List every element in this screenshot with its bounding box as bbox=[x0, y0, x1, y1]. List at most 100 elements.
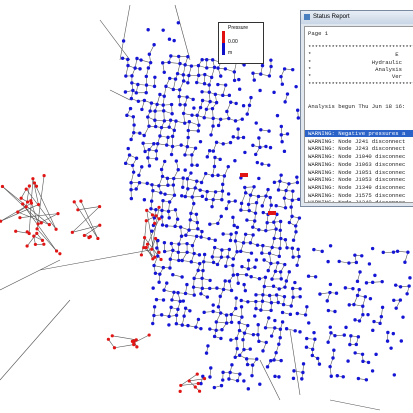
node bbox=[295, 263, 299, 268]
node bbox=[18, 216, 22, 220]
node bbox=[179, 383, 183, 388]
node bbox=[243, 288, 248, 293]
node bbox=[148, 60, 153, 65]
node bbox=[192, 251, 196, 256]
node bbox=[259, 72, 263, 76]
node bbox=[305, 336, 309, 341]
node bbox=[34, 184, 39, 188]
pipe bbox=[84, 225, 100, 236]
node bbox=[155, 246, 159, 250]
node bbox=[219, 336, 223, 341]
node bbox=[235, 347, 239, 351]
node bbox=[170, 144, 175, 149]
node bbox=[129, 188, 133, 192]
node bbox=[178, 103, 182, 107]
node bbox=[191, 285, 196, 289]
node bbox=[295, 311, 299, 316]
pipe bbox=[80, 200, 99, 239]
node bbox=[248, 241, 253, 245]
node bbox=[326, 340, 330, 344]
node bbox=[392, 373, 397, 377]
node bbox=[188, 309, 192, 313]
node bbox=[199, 235, 203, 239]
node bbox=[263, 275, 268, 280]
node bbox=[139, 58, 143, 62]
status-report-window[interactable]: Status Report Page 1 ********************… bbox=[300, 10, 413, 207]
node bbox=[211, 149, 216, 153]
node bbox=[300, 377, 304, 381]
marker bbox=[268, 211, 276, 215]
node bbox=[399, 339, 403, 343]
node bbox=[224, 321, 229, 325]
node bbox=[251, 225, 255, 229]
node bbox=[278, 327, 283, 331]
node bbox=[156, 254, 160, 258]
node bbox=[167, 216, 171, 220]
pipe bbox=[72, 224, 100, 233]
node bbox=[223, 279, 227, 283]
node bbox=[181, 79, 186, 83]
node bbox=[229, 100, 233, 104]
node bbox=[199, 180, 204, 185]
legend-blue bbox=[222, 43, 225, 55]
node bbox=[185, 95, 189, 99]
node bbox=[247, 208, 251, 213]
node bbox=[195, 179, 199, 183]
node bbox=[356, 335, 361, 339]
node bbox=[145, 208, 149, 212]
node bbox=[225, 109, 229, 114]
node bbox=[183, 168, 187, 172]
node bbox=[174, 322, 179, 326]
node bbox=[221, 182, 225, 187]
node bbox=[408, 276, 412, 280]
node bbox=[246, 202, 251, 207]
node bbox=[243, 232, 248, 236]
node bbox=[138, 131, 142, 135]
node bbox=[249, 251, 254, 255]
node bbox=[278, 228, 282, 233]
node bbox=[14, 229, 18, 233]
node bbox=[379, 314, 384, 319]
pipe bbox=[151, 207, 160, 250]
node bbox=[221, 287, 226, 292]
node bbox=[177, 94, 181, 99]
node bbox=[279, 133, 283, 137]
node bbox=[158, 92, 162, 97]
report-line: * Ver bbox=[308, 73, 402, 81]
node bbox=[238, 353, 242, 358]
node bbox=[283, 285, 287, 289]
node bbox=[333, 309, 337, 314]
node bbox=[149, 207, 153, 211]
node bbox=[290, 198, 294, 202]
node bbox=[190, 195, 194, 199]
report-line: WARNING: Node J1349 disconnec bbox=[308, 183, 406, 191]
node bbox=[227, 279, 232, 283]
node bbox=[142, 245, 146, 250]
node bbox=[205, 155, 209, 159]
node bbox=[363, 295, 368, 299]
pipe bbox=[211, 67, 215, 78]
node bbox=[211, 303, 215, 307]
node bbox=[192, 293, 196, 297]
pipe bbox=[36, 175, 45, 229]
node bbox=[251, 143, 255, 148]
node bbox=[165, 176, 170, 181]
node bbox=[348, 342, 352, 347]
node bbox=[189, 211, 193, 216]
pipe bbox=[77, 206, 100, 211]
node bbox=[257, 277, 262, 281]
node bbox=[366, 360, 371, 365]
pipe bbox=[231, 314, 242, 318]
node bbox=[32, 181, 37, 185]
node bbox=[278, 179, 282, 183]
node bbox=[233, 239, 238, 243]
node bbox=[150, 247, 154, 251]
node bbox=[167, 37, 172, 41]
node bbox=[298, 295, 302, 299]
node bbox=[146, 66, 151, 70]
node bbox=[228, 238, 233, 243]
node bbox=[207, 90, 211, 94]
node bbox=[129, 96, 134, 101]
node bbox=[150, 229, 154, 233]
pipe bbox=[125, 65, 129, 77]
